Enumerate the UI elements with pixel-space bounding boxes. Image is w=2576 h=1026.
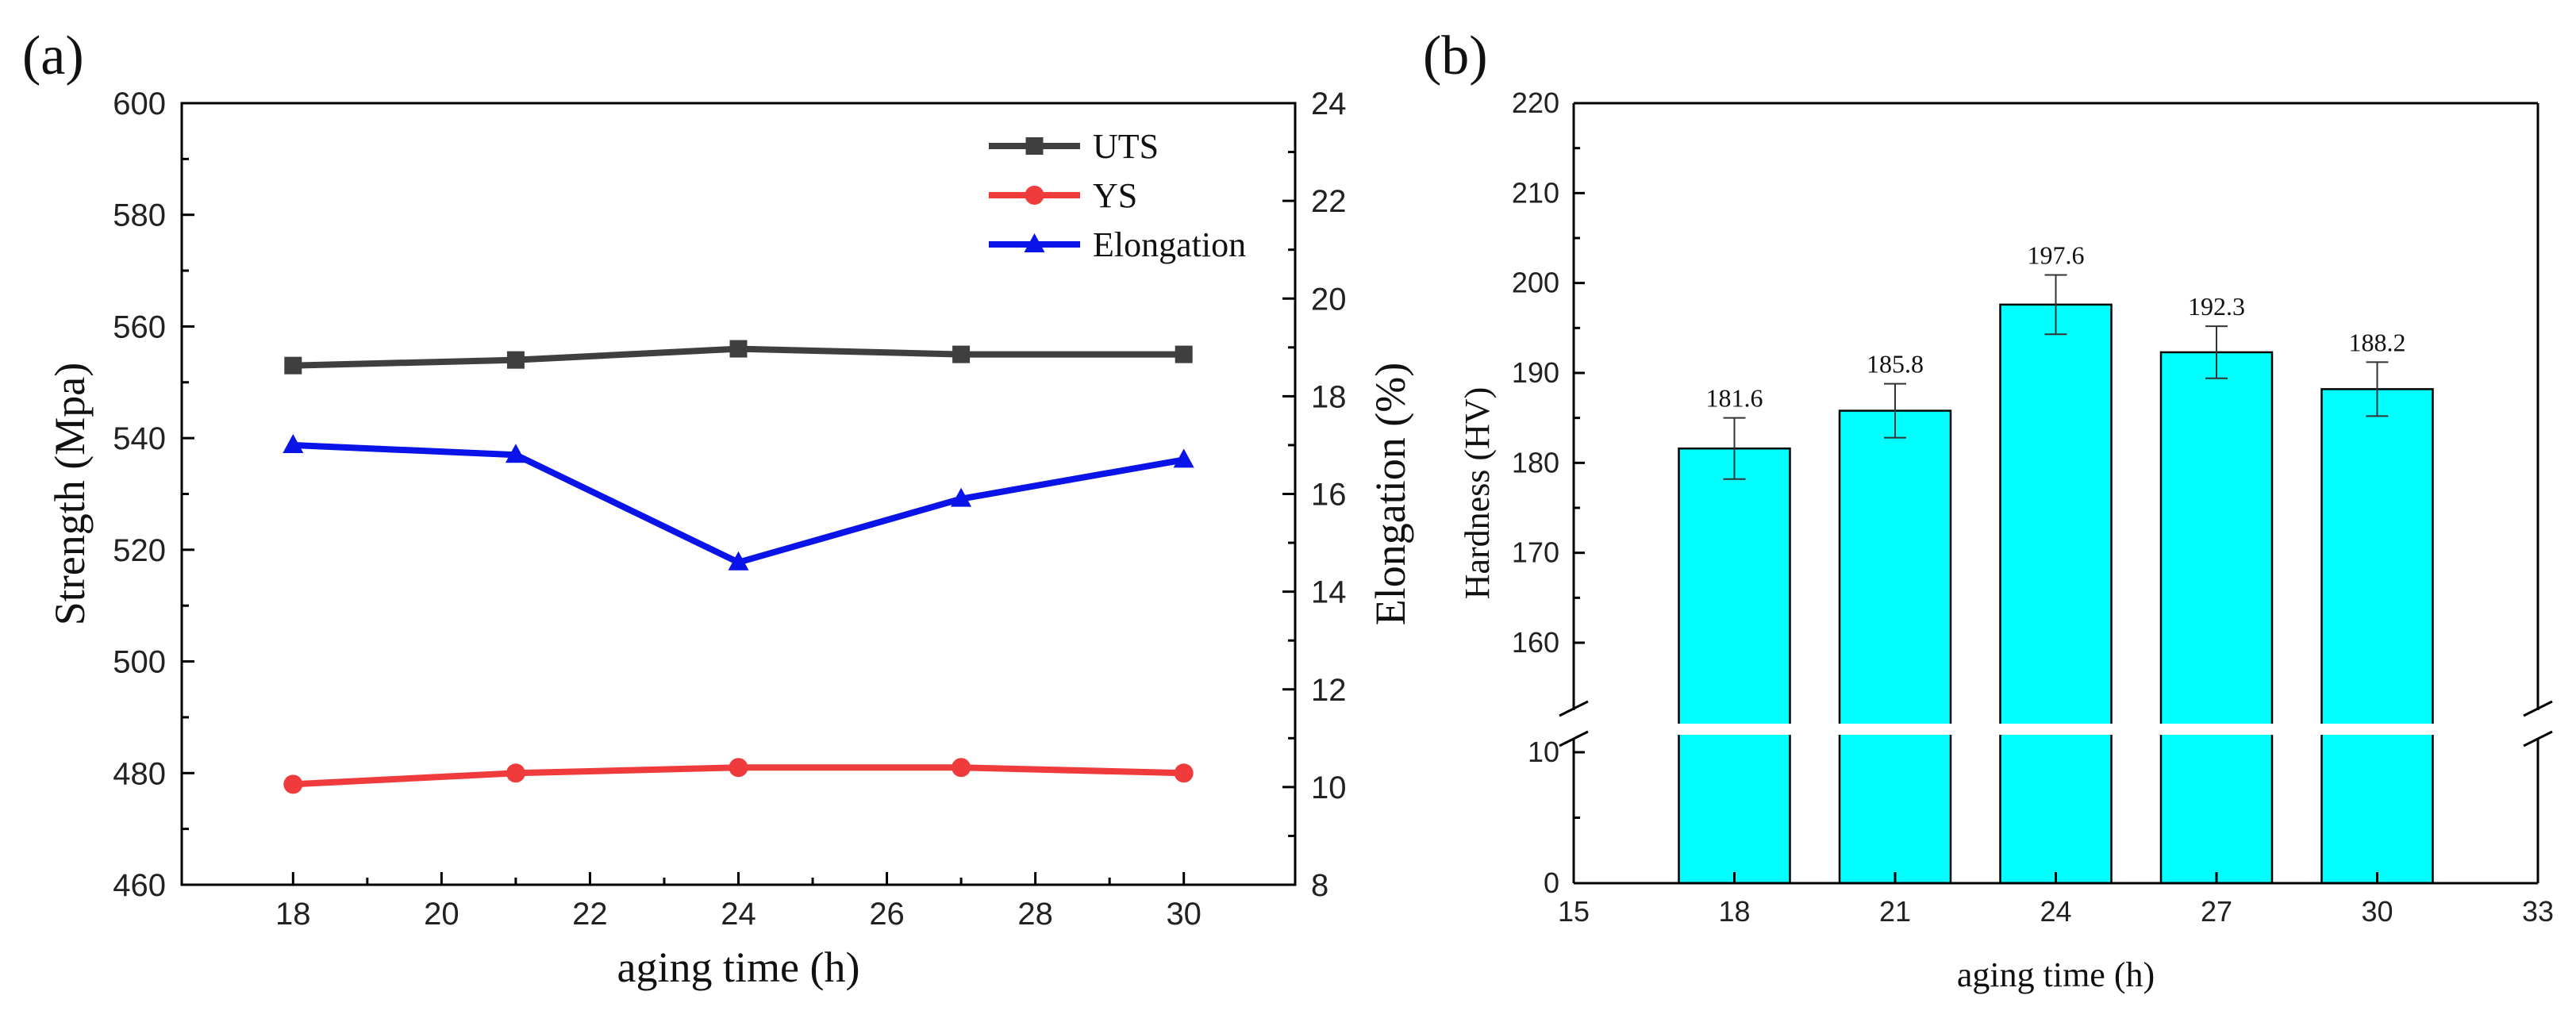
y2-tick-label: 20: [1311, 282, 1347, 317]
data-point-uts: [952, 345, 971, 363]
data-point-ys: [1174, 763, 1194, 783]
data-point-elongation: [283, 433, 304, 453]
y2-axis-label: Elongation (%): [1367, 363, 1414, 625]
x-tick-label: 33: [2522, 895, 2554, 928]
data-point-uts: [284, 356, 302, 375]
y-tick-label: 160: [1512, 626, 1559, 659]
data-point-uts: [729, 340, 748, 358]
data-point-uts: [1175, 345, 1193, 363]
x-tick-label: 21: [1879, 895, 1911, 928]
bar-value-label: 197.6: [2028, 240, 2085, 269]
x-axis-label: aging time (h): [1957, 955, 2155, 994]
legend-label: YS: [1093, 176, 1137, 215]
data-point-elongation: [1173, 448, 1194, 468]
bar: [1838, 409, 1952, 885]
data-point-ys: [506, 763, 525, 783]
y2-tick-label: 12: [1311, 673, 1347, 708]
bar-value-label: 188.2: [2349, 328, 2406, 356]
hardness-bar-chart: 181.6 185.8 197.6 192.3 188.2 15 18 21 24 27 30 33 1…: [1458, 86, 2554, 994]
legend-label: UTS: [1093, 127, 1159, 166]
y-tick-label: 180: [1512, 446, 1559, 478]
bar: [1999, 303, 2113, 885]
y-tick-label: 500: [113, 645, 166, 680]
bar: [2159, 351, 2274, 885]
y2-tick-label: 16: [1311, 478, 1347, 513]
bar-value-label: 185.8: [1867, 350, 1924, 379]
series-line-elongation: [293, 441, 1185, 566]
x-tick-label: 27: [2201, 895, 2232, 928]
data-point-elongation: [505, 444, 526, 463]
y-tick-label: 220: [1512, 86, 1559, 119]
bar-value-label: 192.3: [2188, 292, 2245, 321]
y-axis-label: Hardness (HV): [1458, 387, 1497, 600]
y2-tick-label: 8: [1311, 868, 1328, 903]
series-ys: [283, 758, 1194, 794]
data-point-ys: [952, 758, 971, 778]
axis-break-gap: [1575, 724, 2536, 735]
y-tick-label: 170: [1512, 536, 1559, 569]
axis-break-mark: [2523, 730, 2553, 747]
y-tick-label: 560: [113, 309, 166, 344]
data-point-ys: [729, 758, 748, 778]
y-axis-label: Strength (Mpa): [46, 363, 94, 625]
data-point-elongation: [951, 487, 972, 507]
x-tick-label: 22: [572, 897, 608, 932]
x-tick-label: 24: [2040, 895, 2071, 928]
y-tick-label: 210: [1512, 176, 1559, 209]
panel-b-label: (b): [1423, 25, 1488, 86]
x-tick-label: 24: [721, 897, 756, 932]
data-point-elongation: [728, 551, 749, 571]
x-tick-label: 28: [1017, 897, 1053, 932]
y-tick-label: 200: [1512, 267, 1559, 299]
bar: [1678, 447, 1791, 885]
data-point-uts: [506, 351, 525, 369]
x-tick-label: 18: [1718, 895, 1750, 928]
x-tick-label: 18: [275, 897, 311, 932]
panel-a-label: (a): [22, 25, 84, 86]
y-tick-label: 600: [113, 86, 166, 121]
y2-tick-label: 14: [1311, 575, 1347, 610]
x-tick-label: 15: [1558, 895, 1590, 928]
y2-tick-label: 18: [1311, 379, 1347, 414]
legend: UTS YS Elongation: [989, 127, 1246, 264]
y-tick-label: 580: [113, 198, 166, 233]
y2-tick-label: 22: [1311, 184, 1347, 219]
series-uts: [284, 340, 1193, 375]
y-tick-label: 540: [113, 421, 166, 456]
legend-marker: [1024, 233, 1045, 252]
y2-tick-label: 24: [1311, 86, 1347, 121]
y-tick-label: 0: [1544, 867, 1559, 899]
y-tick-label: 520: [113, 533, 166, 568]
y-tick-label: 190: [1512, 356, 1559, 389]
legend-marker: [1025, 137, 1044, 155]
series-elongation: [283, 433, 1194, 571]
x-tick-label: 30: [2361, 895, 2393, 928]
axis-break-mark: [1559, 700, 1589, 717]
bar: [2320, 388, 2434, 885]
x-tick-label: 20: [424, 897, 459, 932]
axis-break-mark: [1559, 730, 1589, 747]
data-point-ys: [283, 774, 303, 794]
y2-tick-label: 10: [1311, 770, 1347, 805]
axis-break-mark: [2523, 700, 2553, 717]
bar-value-label: 181.6: [1706, 384, 1763, 413]
legend-marker: [1025, 186, 1044, 205]
legend-label: Elongation: [1093, 225, 1246, 264]
strength-elongation-chart: 18 20 22 24 26 28 30 460 480 500 520 540 560 580 600 8 1…: [46, 86, 1414, 991]
x-axis-label: aging time (h): [617, 943, 860, 991]
y-tick-label: 10: [1528, 736, 1559, 768]
x-tick-label: 26: [869, 897, 905, 932]
x-tick-label: 30: [1166, 897, 1201, 932]
y-tick-label: 460: [113, 868, 166, 903]
y-tick-label: 480: [113, 756, 166, 791]
